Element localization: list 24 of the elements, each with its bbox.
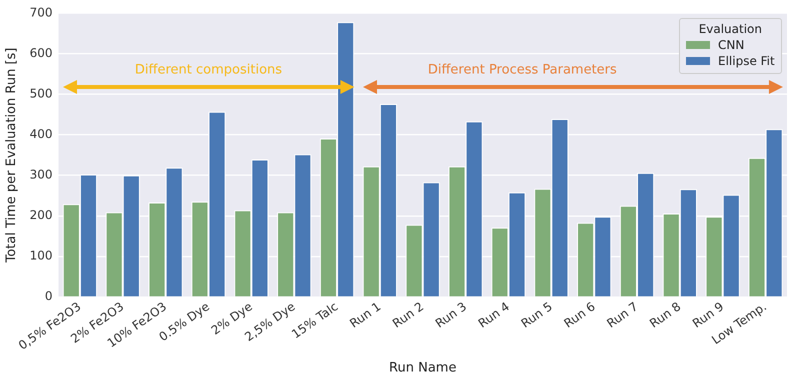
annotation: Different compositions: [134, 62, 282, 78]
annotation: Different Process Parameters: [428, 62, 617, 78]
x-tick-label: Run 9: [690, 299, 726, 331]
x-tick-label: Run 4: [476, 299, 512, 331]
y-tick-label: 300: [30, 167, 53, 182]
legend-label: CNN: [718, 38, 744, 52]
y-tick-label: 100: [30, 248, 53, 263]
x-tick-label: Run 6: [561, 299, 598, 331]
legend-label: Ellipse Fit: [718, 54, 775, 68]
x-tick-label: Run 1: [347, 299, 384, 331]
legend-title: Evaluation: [698, 22, 764, 36]
x-tick-label: Run 8: [647, 299, 684, 331]
y-tick-label: 600: [30, 46, 53, 60]
y-axis-title: Total Time per Evaluation Run [s]: [4, 48, 20, 264]
y-tick-label: 200: [30, 208, 53, 222]
x-tick-label: Run 7: [604, 299, 641, 331]
x-tick-label: Run 3: [432, 299, 470, 331]
y-tick-label: 700: [30, 5, 53, 20]
x-tick-label: Run 5: [518, 299, 555, 331]
x-axis-title: Run Name: [389, 360, 456, 376]
y-tick-label: 400: [30, 126, 53, 141]
y-tick-label: 0: [44, 289, 53, 304]
x-tick-label: Run 2: [390, 299, 426, 331]
y-tick-label: 500: [30, 86, 53, 100]
